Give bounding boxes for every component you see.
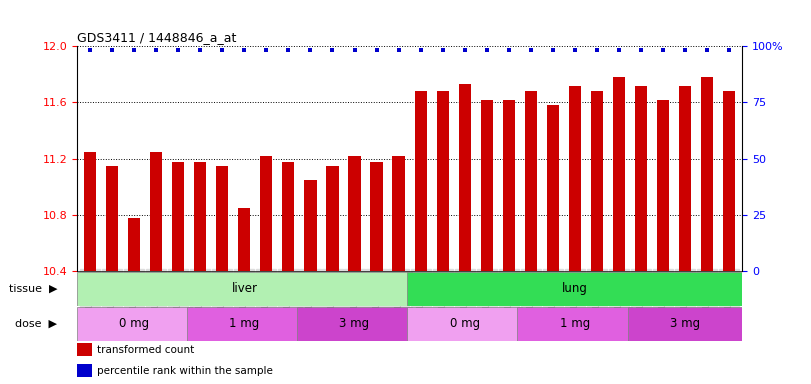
Bar (481, 99, 493, 384)
Bar (436, 91, 448, 384)
Text: 0 mg: 0 mg (449, 317, 479, 330)
Bar (679, 86, 691, 384)
Point (590, 47, 603, 53)
Bar (77, 307, 191, 341)
Point (326, 47, 339, 53)
Bar (414, 91, 427, 384)
Bar (628, 307, 742, 341)
Bar (407, 307, 521, 341)
Point (569, 47, 581, 53)
Bar (635, 86, 647, 384)
Bar (238, 208, 251, 384)
Point (458, 47, 471, 53)
Point (701, 47, 714, 53)
Bar (525, 91, 537, 384)
Bar (260, 156, 272, 384)
Point (656, 47, 669, 53)
Bar (106, 166, 118, 384)
Bar (517, 307, 632, 341)
Point (304, 47, 317, 53)
Text: percentile rank within the sample: percentile rank within the sample (97, 366, 272, 376)
Bar (187, 307, 302, 341)
Text: liver: liver (231, 282, 257, 295)
Point (150, 47, 163, 53)
Bar (503, 99, 515, 384)
Bar (723, 91, 735, 384)
Bar (371, 162, 383, 384)
Point (524, 47, 537, 53)
Bar (77, 272, 412, 306)
Point (502, 47, 515, 53)
Point (194, 47, 207, 53)
Point (480, 47, 493, 53)
Point (128, 47, 141, 53)
Point (370, 47, 383, 53)
Bar (128, 218, 140, 384)
Point (260, 47, 273, 53)
Text: dose  ▶: dose ▶ (15, 319, 58, 329)
Bar (657, 99, 669, 384)
Bar (77, 343, 92, 356)
Bar (326, 166, 338, 384)
Bar (84, 152, 97, 384)
Point (678, 47, 691, 53)
Point (723, 47, 736, 53)
Point (436, 47, 449, 53)
Bar (569, 86, 581, 384)
Text: GDS3411 / 1448846_a_at: GDS3411 / 1448846_a_at (77, 31, 237, 44)
Text: lung: lung (562, 282, 588, 295)
Point (634, 47, 647, 53)
Point (172, 47, 185, 53)
Bar (590, 91, 603, 384)
Point (216, 47, 229, 53)
Point (546, 47, 559, 53)
Text: 1 mg: 1 mg (560, 317, 590, 330)
Point (238, 47, 251, 53)
Bar (612, 77, 624, 384)
Bar (217, 166, 229, 384)
Text: 3 mg: 3 mg (340, 317, 370, 330)
Bar (349, 156, 361, 384)
Text: tissue  ▶: tissue ▶ (9, 284, 58, 294)
Bar (407, 272, 742, 306)
Point (105, 47, 118, 53)
Bar (172, 162, 184, 384)
Text: 0 mg: 0 mg (119, 317, 149, 330)
Bar (150, 152, 162, 384)
Bar (77, 364, 92, 377)
Bar (701, 77, 713, 384)
Bar (547, 105, 559, 384)
Point (84, 47, 97, 53)
Bar (304, 180, 316, 384)
Text: transformed count: transformed count (97, 345, 195, 355)
Bar (298, 307, 412, 341)
Point (282, 47, 295, 53)
Bar (393, 156, 405, 384)
Bar (195, 162, 207, 384)
Point (392, 47, 405, 53)
Bar (458, 84, 470, 384)
Point (414, 47, 427, 53)
Bar (282, 162, 294, 384)
Text: 1 mg: 1 mg (230, 317, 260, 330)
Point (612, 47, 625, 53)
Point (348, 47, 361, 53)
Text: 3 mg: 3 mg (670, 317, 700, 330)
